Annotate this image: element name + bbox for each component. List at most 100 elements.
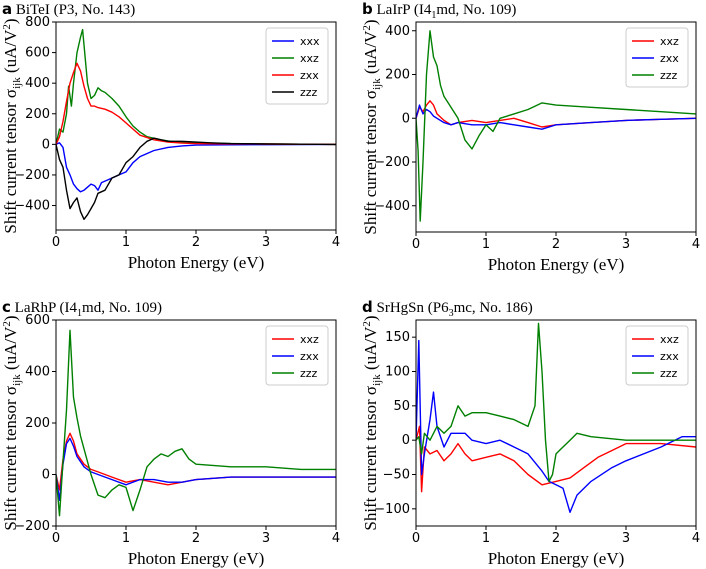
legend-label-zxx: zxx xyxy=(660,350,679,363)
y-label-unit: (uA/V xyxy=(361,30,380,78)
x-tick-label: 2 xyxy=(192,235,200,250)
x-tick-label: 1 xyxy=(122,235,130,250)
x-tick-label: 4 xyxy=(332,235,340,250)
legend-box xyxy=(265,325,329,386)
x-tick-label: 4 xyxy=(692,237,700,252)
x-axis-label: Photon Energy (eV) xyxy=(128,253,265,272)
series-line-zxx xyxy=(416,104,696,130)
series-line-xxx xyxy=(56,142,336,193)
panel-d: 0 1 2 3 4 −100 −50 0 50 100 150 Photon Energy (eV) S… xyxy=(361,298,700,568)
x-tick-label: 2 xyxy=(192,531,200,546)
y-tick-label: −200 xyxy=(374,155,410,170)
y-label-main: Shift current tensor σ xyxy=(361,90,380,235)
legend-label-zzz: zzz xyxy=(660,367,678,380)
panel-compound: SrHgSn xyxy=(373,300,428,316)
legend-label-zxx: zxx xyxy=(300,69,319,82)
panel-space-group-post: mc, No. 186) xyxy=(454,300,533,316)
y-label-main: Shift current tensor σ xyxy=(1,89,20,234)
y-tick-label: 100 xyxy=(385,365,410,380)
legend-label-zxx: zxx xyxy=(660,52,679,65)
y-tick-label: 0 xyxy=(42,137,50,152)
y-label-sub: ijk xyxy=(11,374,23,386)
x-axis-label: Photon Energy (eV) xyxy=(128,549,265,568)
legend-label-zzz: zzz xyxy=(300,86,318,99)
y-tick-label: 0 xyxy=(402,111,410,126)
y-tick-label: −400 xyxy=(374,199,410,214)
y-label-close: ) xyxy=(1,18,20,24)
series-line-xxz xyxy=(416,425,696,493)
y-label-unit: (uA/V xyxy=(1,29,20,77)
x-axis-label: Photon Energy (eV) xyxy=(488,549,625,568)
panel-compound: LaIrP xyxy=(373,2,414,18)
series-line-zxx xyxy=(56,437,336,501)
x-tick-label: 3 xyxy=(262,235,270,250)
y-axis-label: Shift current tensor σijk (uA/V2) xyxy=(361,315,383,530)
panel-space-group-post: md, No. 109) xyxy=(436,2,516,18)
y-label-sub: ijk xyxy=(371,78,383,90)
y-label-main: Shift current tensor σ xyxy=(361,386,380,531)
series-line-zzz xyxy=(416,30,696,222)
panel-space-group-pre: (P6 xyxy=(428,300,449,316)
y-tick-label: 600 xyxy=(25,46,50,61)
y-label-sup: 2 xyxy=(361,321,373,327)
y-tick-label: 0 xyxy=(402,433,410,448)
series-line-zxx xyxy=(56,62,336,146)
x-tick-label: 1 xyxy=(482,237,490,252)
panel-compound: LaRhP xyxy=(11,300,60,316)
series-line-xxz xyxy=(56,432,336,491)
y-label-close: ) xyxy=(1,315,20,321)
panel-title: a BiTeI (P3, No. 143) xyxy=(2,0,135,18)
x-tick-label: 4 xyxy=(332,531,340,546)
y-label-unit: (uA/V xyxy=(1,326,20,374)
x-tick-label: 1 xyxy=(122,531,130,546)
x-tick-label: 2 xyxy=(552,531,560,546)
y-tick-label: 400 xyxy=(25,76,50,91)
panel-letter: a xyxy=(2,0,12,18)
x-tick-label: 3 xyxy=(622,531,630,546)
panel-space-group-sub: 3 xyxy=(449,308,454,319)
legend-label-xxz: xxz xyxy=(300,333,319,346)
y-label-close: ) xyxy=(361,19,380,25)
legend-label-xxx: xxx xyxy=(300,35,320,48)
panel-space-group-pre: (I4 xyxy=(60,300,78,316)
y-axis-label: Shift current tensor σijk (uA/V2) xyxy=(1,18,23,233)
y-label-sub: ijk xyxy=(11,77,23,89)
legend-label-xxz: xxz xyxy=(660,35,679,48)
y-axis-label: Shift current tensor σijk (uA/V2) xyxy=(1,315,23,530)
panel-title: d SrHgSn (P63mc, No. 186) xyxy=(362,298,533,319)
legend-label-zxx: zxx xyxy=(300,350,319,363)
legend-box xyxy=(625,325,689,386)
panel-compound: BiTeI xyxy=(12,2,53,18)
y-tick-label: −100 xyxy=(374,502,410,517)
x-tick-label: 2 xyxy=(552,237,560,252)
y-tick-label: −400 xyxy=(14,199,50,214)
panel-title: b LaIrP (I41md, No. 109) xyxy=(362,0,516,21)
panel-space-group: (P3, No. 143) xyxy=(54,2,136,18)
x-axis-label: Photon Energy (eV) xyxy=(488,255,625,274)
legend-box xyxy=(625,27,689,88)
panel-b: 0 1 2 3 4 −400 −200 0 200 400 Photon Energy (eV) Sh… xyxy=(361,0,700,274)
x-tick-label: 0 xyxy=(52,531,60,546)
y-label-close: ) xyxy=(361,315,380,321)
legend-label-zzz: zzz xyxy=(300,367,318,380)
y-label-unit: (uA/V xyxy=(361,326,380,374)
y-tick-label: −200 xyxy=(14,168,50,183)
series-line-zzz xyxy=(56,137,336,221)
y-tick-label: 150 xyxy=(385,330,410,345)
y-label-sub: ijk xyxy=(371,374,383,386)
panel-space-group-sub: 1 xyxy=(431,10,436,21)
y-label-main: Shift current tensor σ xyxy=(1,386,20,531)
y-tick-label: 0 xyxy=(42,468,50,483)
y-tick-label: 50 xyxy=(393,399,410,414)
panel-letter: d xyxy=(362,298,373,316)
series-line-zzz xyxy=(56,329,336,517)
x-tick-label: 3 xyxy=(622,237,630,252)
panel-space-group-pre: (I4 xyxy=(414,2,432,18)
panel-letter: c xyxy=(2,298,11,316)
y-tick-label: 200 xyxy=(25,107,50,122)
y-tick-label: −200 xyxy=(14,519,50,534)
legend-box xyxy=(265,27,329,105)
panel-space-group-post: md, No. 109) xyxy=(82,300,162,316)
y-tick-label: 200 xyxy=(25,416,50,431)
